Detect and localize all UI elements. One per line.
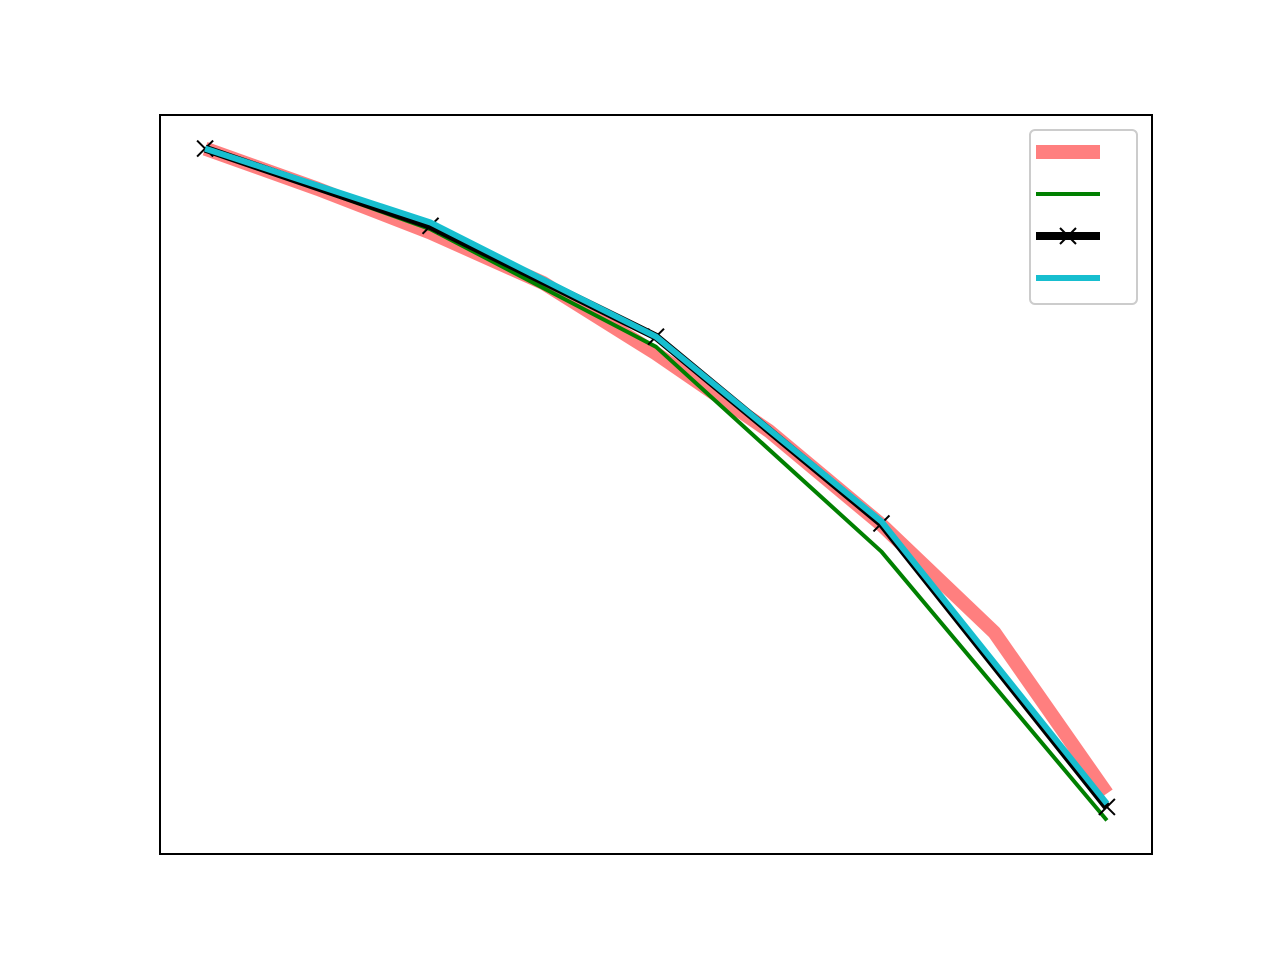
legend-box [1029,129,1138,305]
series-4-line [204,145,1110,806]
series-layer [196,139,1116,822]
series-3-point [196,139,214,158]
legend [1029,129,1138,305]
plot-area-frame [159,114,1153,855]
series-4 [204,145,1110,806]
legend-marker-3 [1059,227,1077,245]
